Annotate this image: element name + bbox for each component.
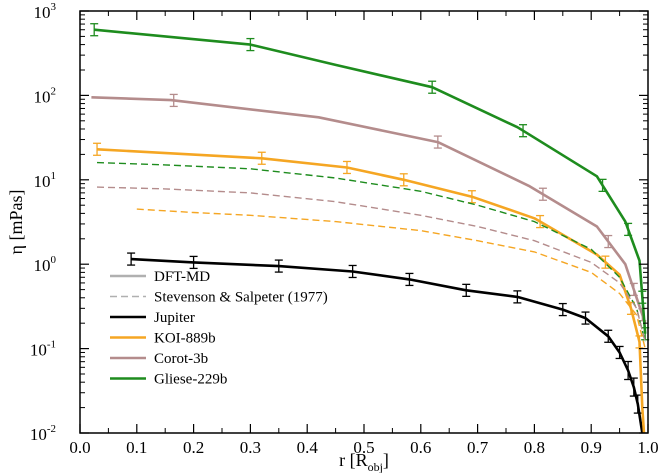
series-corot3b-ss [96, 186, 646, 343]
errorbar-jupiter-dft-5 [462, 283, 471, 297]
errorbar-jupiter-dft-2 [274, 259, 283, 273]
errorbar-koi889b-dft-5 [536, 214, 545, 229]
errorbar-jupiter-dft-4 [405, 272, 414, 287]
errorbar-jupiter-dft-0 [127, 252, 136, 266]
x-tick-label: 0.4 [297, 438, 319, 457]
errorbar-koi889b-dft-0 [93, 142, 102, 156]
errorbar-gliese229b-dft-6 [638, 290, 647, 304]
x-tick-label: 0.6 [410, 438, 431, 457]
series-line-corot3b-dft [91, 96, 647, 324]
x-tick-label: 0.1 [126, 438, 147, 457]
x-tick-label: 0.2 [183, 438, 204, 457]
tick-layer: 0.0 0.1 0.2 0.3 0.4 0.5 0.6 0.7 0.8 0.9 1.0 10-2 10-… [30, 1, 659, 457]
errorbar-jupiter-dft-8 [581, 311, 590, 325]
x-tick-label: 0.7 [467, 438, 489, 457]
errorbar-gliese229b-dft-2 [428, 80, 437, 94]
x-tick-label: 0.9 [581, 438, 602, 457]
legend-item: DFT-MD [110, 269, 210, 285]
x-tick-label: 0.0 [69, 438, 90, 457]
errorbar-corot3b-dft-1 [433, 135, 442, 149]
series-layer [90, 23, 650, 434]
errorbar-gliese229b-dft-1 [246, 37, 255, 52]
x-tick-label: 0.3 [240, 438, 261, 457]
errorbar-jupiter-dft-7 [558, 302, 567, 317]
y-tick-label: 101 [34, 170, 57, 191]
errorbar-corot3b-dft-3 [604, 234, 613, 249]
x-tick-label: 0.8 [524, 438, 545, 457]
legend-label: DFT-MD [154, 269, 210, 285]
errorbar-jupiter-dft-6 [513, 290, 522, 304]
legend-item: Stevenson & Salpeter (1977) [110, 290, 328, 306]
errorbar-koi889b-dft-8 [635, 335, 644, 349]
errorbar-jupiter-dft-12 [629, 377, 638, 397]
errorbar-jupiter-dft-11 [624, 360, 633, 381]
series-line-gliese229b-dft [94, 28, 647, 334]
errorbar-jupiter-dft-9 [604, 329, 613, 343]
series-koi889b-dft [93, 142, 646, 434]
errorbar-gliese229b-dft-4 [598, 178, 607, 193]
series-gliese229b-dft [90, 23, 650, 341]
errorbar-koi889b-dft-6 [601, 255, 610, 269]
errorbar-gliese229b-dft-3 [519, 124, 528, 138]
errorbar-koi889b-dft-3 [399, 173, 408, 187]
series-gliese229b-ss [96, 161, 646, 343]
series-koi889b-ss [136, 208, 646, 349]
x-axis-title-main: r [R [339, 450, 368, 470]
errorbar-corot3b-dft-0 [169, 93, 178, 108]
x-axis-title-sub: obj [368, 460, 383, 473]
series-line-corot3b-ss [96, 186, 646, 343]
legend-item: KOI-889b [110, 331, 216, 347]
y-tick-label: 103 [34, 1, 57, 22]
legend-item: Corot-3b [110, 351, 208, 367]
plot-frame [79, 10, 649, 434]
y-tick-label: 102 [34, 85, 57, 106]
legend-label: Stevenson & Salpeter (1977) [154, 290, 328, 306]
x-tick-label: 1.0 [637, 438, 658, 457]
errorbar-gliese229b-dft-5 [624, 222, 633, 237]
x-axis-title: r [Robj] [339, 450, 389, 473]
series-line-gliese229b-ss [96, 161, 646, 343]
legend-label: Corot-3b [154, 351, 208, 367]
errorbar-corot3b-dft-4 [629, 282, 638, 297]
errorbar-gliese229b-dft-0 [90, 23, 99, 37]
errorbar-corot3b-dft-2 [538, 187, 547, 201]
errorbar-jupiter-dft-1 [189, 255, 198, 270]
errorbar-koi889b-dft-2 [342, 160, 351, 175]
y-axis-title: η [mPas] [6, 190, 26, 255]
legend-label: Gliese-229b [154, 372, 227, 388]
series-line-koi889b-ss [136, 208, 646, 349]
y-tick-label: 10-2 [30, 423, 56, 444]
errorbar-jupiter-dft-10 [615, 345, 624, 360]
x-axis-title-close: ] [383, 450, 389, 470]
legend-item: Jupiter [110, 310, 195, 326]
legend-item: Gliese-229b [110, 372, 227, 388]
legend-label: KOI-889b [154, 331, 216, 347]
errorbar-jupiter-dft-13 [633, 394, 642, 414]
series-jupiter-dft [127, 252, 644, 434]
y-tick-label: 100 [34, 254, 57, 275]
legend-label: Jupiter [154, 310, 195, 326]
series-corot3b-dft [91, 93, 647, 324]
x-tick-label: 0.5 [353, 438, 374, 457]
legend: DFT-MD Stevenson & Salpeter (1977) Jupiter… [110, 269, 328, 388]
errorbar-koi889b-dft-1 [257, 151, 266, 165]
errorbar-jupiter-dft-3 [348, 264, 357, 279]
y-tick-label: 10-1 [30, 339, 56, 360]
